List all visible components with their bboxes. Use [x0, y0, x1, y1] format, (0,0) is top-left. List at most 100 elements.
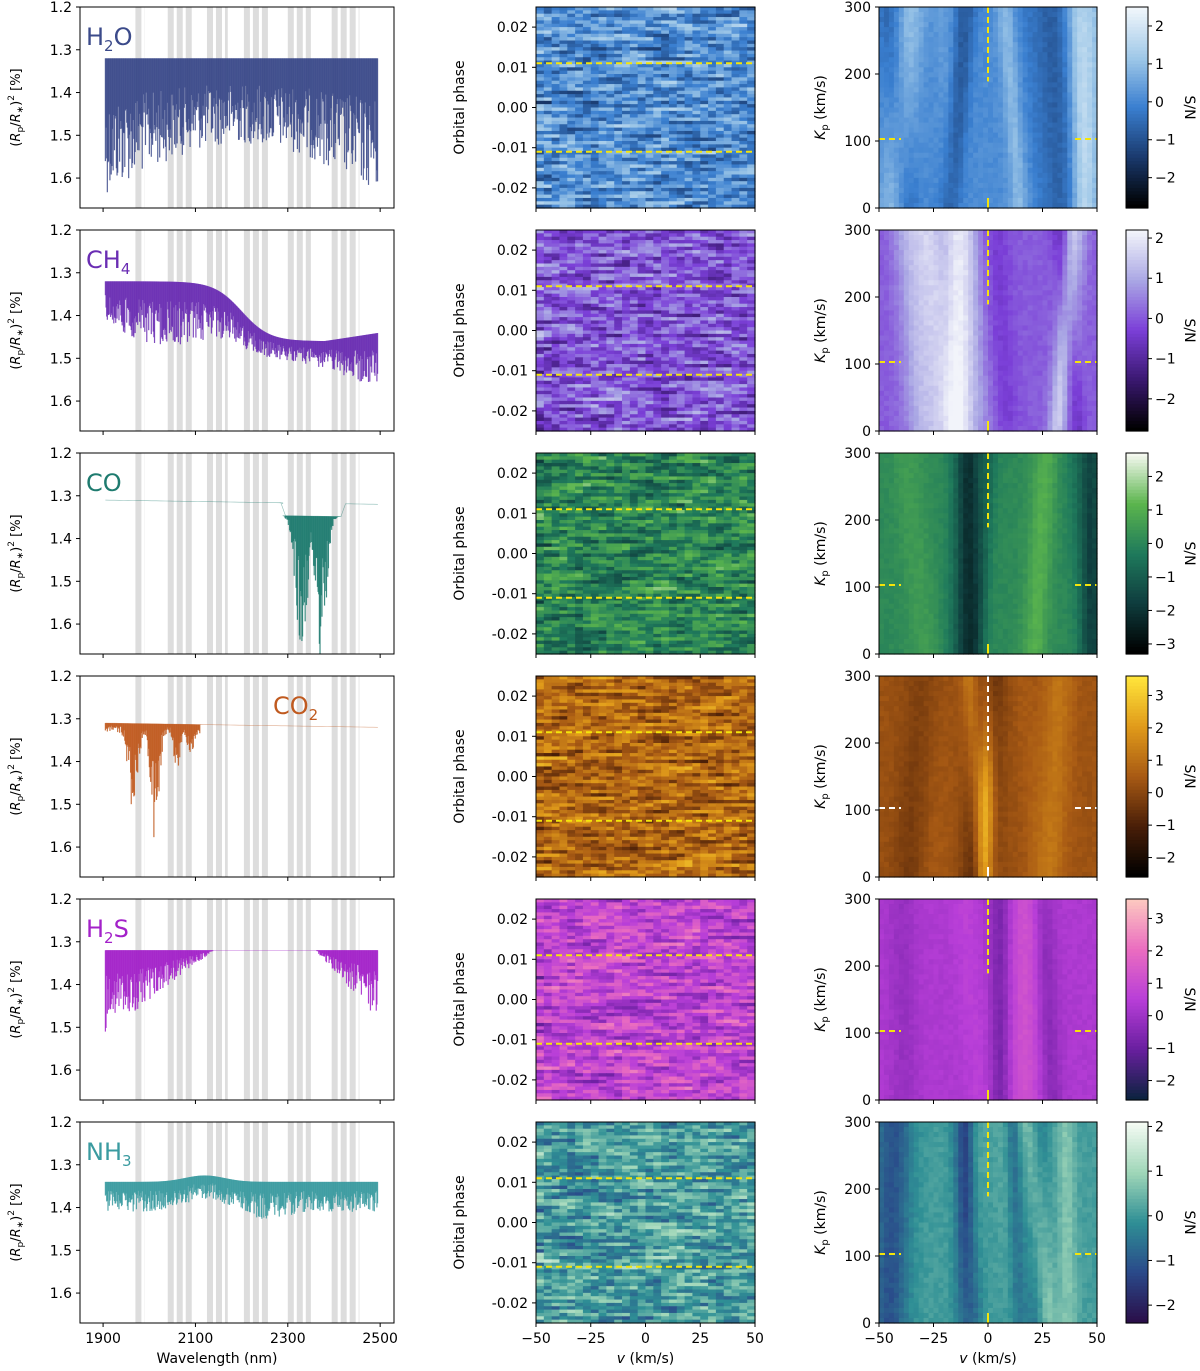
kp-cell [1047, 128, 1053, 134]
kp-cell [1077, 178, 1083, 184]
kp-cell [1008, 57, 1014, 63]
kp-cell [1062, 52, 1068, 58]
kp-cell [904, 168, 910, 174]
kp-cell [879, 62, 885, 68]
kp-cell [973, 128, 979, 134]
kp-cell [1082, 12, 1088, 18]
kp-cell [1047, 138, 1053, 144]
kp-cell [1062, 22, 1068, 28]
kp-cell [1077, 123, 1083, 129]
kp-cell [963, 138, 969, 144]
kp-cell [1087, 102, 1093, 108]
kp-cell [904, 67, 910, 73]
kp-cell [968, 72, 974, 78]
kp-cell [1008, 92, 1014, 98]
kp-cell [938, 62, 944, 68]
kp-cell [948, 163, 954, 169]
kp-cell [1052, 148, 1058, 154]
kp-cell [1052, 67, 1058, 73]
kp-cell [938, 113, 944, 119]
kp-cell [1082, 22, 1088, 28]
kp-cell [919, 92, 925, 98]
kp-cell [958, 97, 964, 103]
kp-cell [924, 87, 930, 93]
kp-cell [953, 7, 959, 13]
kp-cell [909, 82, 915, 88]
kp-cell [1077, 168, 1083, 174]
kp-cell [1028, 138, 1034, 144]
kp-cell [914, 128, 920, 134]
kp-cell [1052, 163, 1058, 169]
kp-cell [1047, 22, 1053, 28]
kp-cell [1033, 17, 1039, 23]
kp-cell [899, 198, 905, 204]
kp-cell [904, 17, 910, 23]
kp-cell [929, 12, 935, 18]
kp-cell [904, 113, 910, 119]
kp-cell [1087, 148, 1093, 154]
kp-cell [1028, 87, 1034, 93]
kp-cell [1072, 168, 1078, 174]
kp-cell [884, 77, 890, 83]
kp-cell [929, 42, 935, 48]
kp-cell [983, 92, 989, 98]
kp-cell [1033, 138, 1039, 144]
kp-cell [1072, 193, 1078, 199]
y-tick-label: -0.02 [492, 181, 528, 197]
kp-cell [914, 47, 920, 53]
kp-cell [1033, 118, 1039, 124]
kp-cell [1023, 148, 1029, 154]
kp-cell [1028, 133, 1034, 139]
gap-band [306, 230, 311, 431]
kp-cell [884, 82, 890, 88]
kp-cell [943, 153, 949, 159]
kp-cell [1028, 32, 1034, 38]
kp-cell [924, 138, 930, 144]
kp-cell [924, 47, 930, 53]
kp-cell [1087, 123, 1093, 129]
kp-cell [889, 183, 895, 189]
kp-cell [909, 178, 915, 184]
kp-cell [958, 67, 964, 73]
kp-cell [899, 173, 905, 179]
kp-cell [1013, 133, 1019, 139]
kp-cell [884, 113, 890, 119]
kp-cell [1038, 32, 1044, 38]
kp-cell [943, 108, 949, 114]
kp-cell [1057, 77, 1063, 83]
kp-cell [1033, 188, 1039, 194]
kp-cell [1018, 52, 1024, 58]
kp-cell [919, 72, 925, 78]
kp-cell [919, 87, 925, 93]
kp-cell [909, 163, 915, 169]
kp-cell [909, 87, 915, 93]
kp-cell [1062, 128, 1068, 134]
kp-cell [1018, 143, 1024, 149]
kp-cell [978, 198, 984, 204]
kp-cell [943, 47, 949, 53]
kp-cell [963, 102, 969, 108]
kp-cell [909, 148, 915, 154]
kp-cell [909, 32, 915, 38]
kp-cell [1038, 133, 1044, 139]
kp-cell [934, 42, 940, 48]
spectrum-panel: 1.21.31.41.51.6(Rp/R∗)2 [%]CH4 [7, 223, 394, 435]
kp-cell [1043, 87, 1049, 93]
kp-cell [899, 128, 905, 134]
kp-cell [1057, 97, 1063, 103]
kp-cell [894, 32, 900, 38]
kp-cell [924, 57, 930, 63]
kp-cell [929, 27, 935, 33]
kp-cell [958, 62, 964, 68]
kp-cell [953, 133, 959, 139]
kp-cell [1087, 168, 1093, 174]
kp-cell [1003, 22, 1009, 28]
kp-cell [1087, 128, 1093, 134]
kp-cell [953, 193, 959, 199]
kp-cell [929, 22, 935, 28]
kp-cell [1052, 153, 1058, 159]
kp-cell [938, 67, 944, 73]
kp-cell [899, 123, 905, 129]
kp-cell [899, 82, 905, 88]
y-tick-label: 1.2 [50, 0, 72, 16]
